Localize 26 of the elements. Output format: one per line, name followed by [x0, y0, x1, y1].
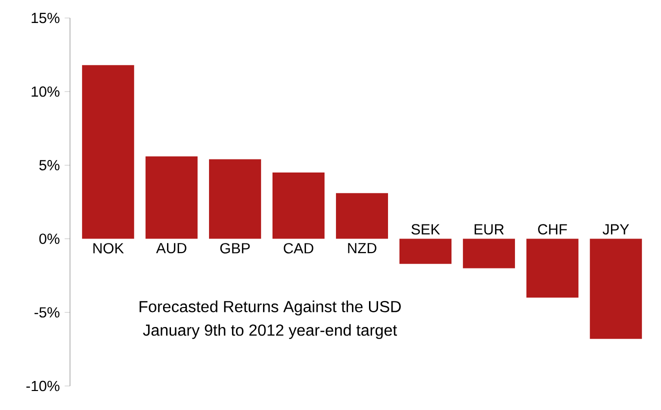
- text: Forecasted Returns Against the USD: [140, 300, 401, 316]
- bar: [462, 238, 515, 268]
- text: January 9th to 2012 year-end target: [143, 324, 397, 339]
- bar: [399, 238, 452, 264]
- y-tick-label: -5%: [34, 307, 60, 318]
- y-tick-label: 10%: [32, 86, 60, 97]
- bar: [590, 238, 642, 339]
- x-tick-label: EUR: [474, 224, 504, 235]
- x-tick-label: SEK: [411, 224, 440, 235]
- x-tick-label: AUD: [156, 243, 186, 254]
- y-tick-label: -10%: [26, 380, 60, 392]
- y-tick-label: 5%: [39, 160, 60, 170]
- x-tick-label: CAD: [284, 243, 314, 254]
- x-tick-label: JPY: [602, 224, 630, 235]
- bar: [82, 65, 134, 239]
- x-tick-label: CHF: [538, 224, 567, 235]
- y-tick-label: 15%: [32, 12, 60, 24]
- x-tick-label: NOK: [93, 243, 124, 254]
- y-tick-label: 0%: [39, 234, 60, 244]
- x-tick-label: NZD: [348, 243, 376, 254]
- x-tick-label: GBP: [220, 243, 250, 254]
- bar: [526, 238, 578, 298]
- bar: [272, 172, 325, 239]
- bar: [209, 159, 262, 239]
- bar: [146, 156, 198, 239]
- bar: [336, 193, 388, 239]
